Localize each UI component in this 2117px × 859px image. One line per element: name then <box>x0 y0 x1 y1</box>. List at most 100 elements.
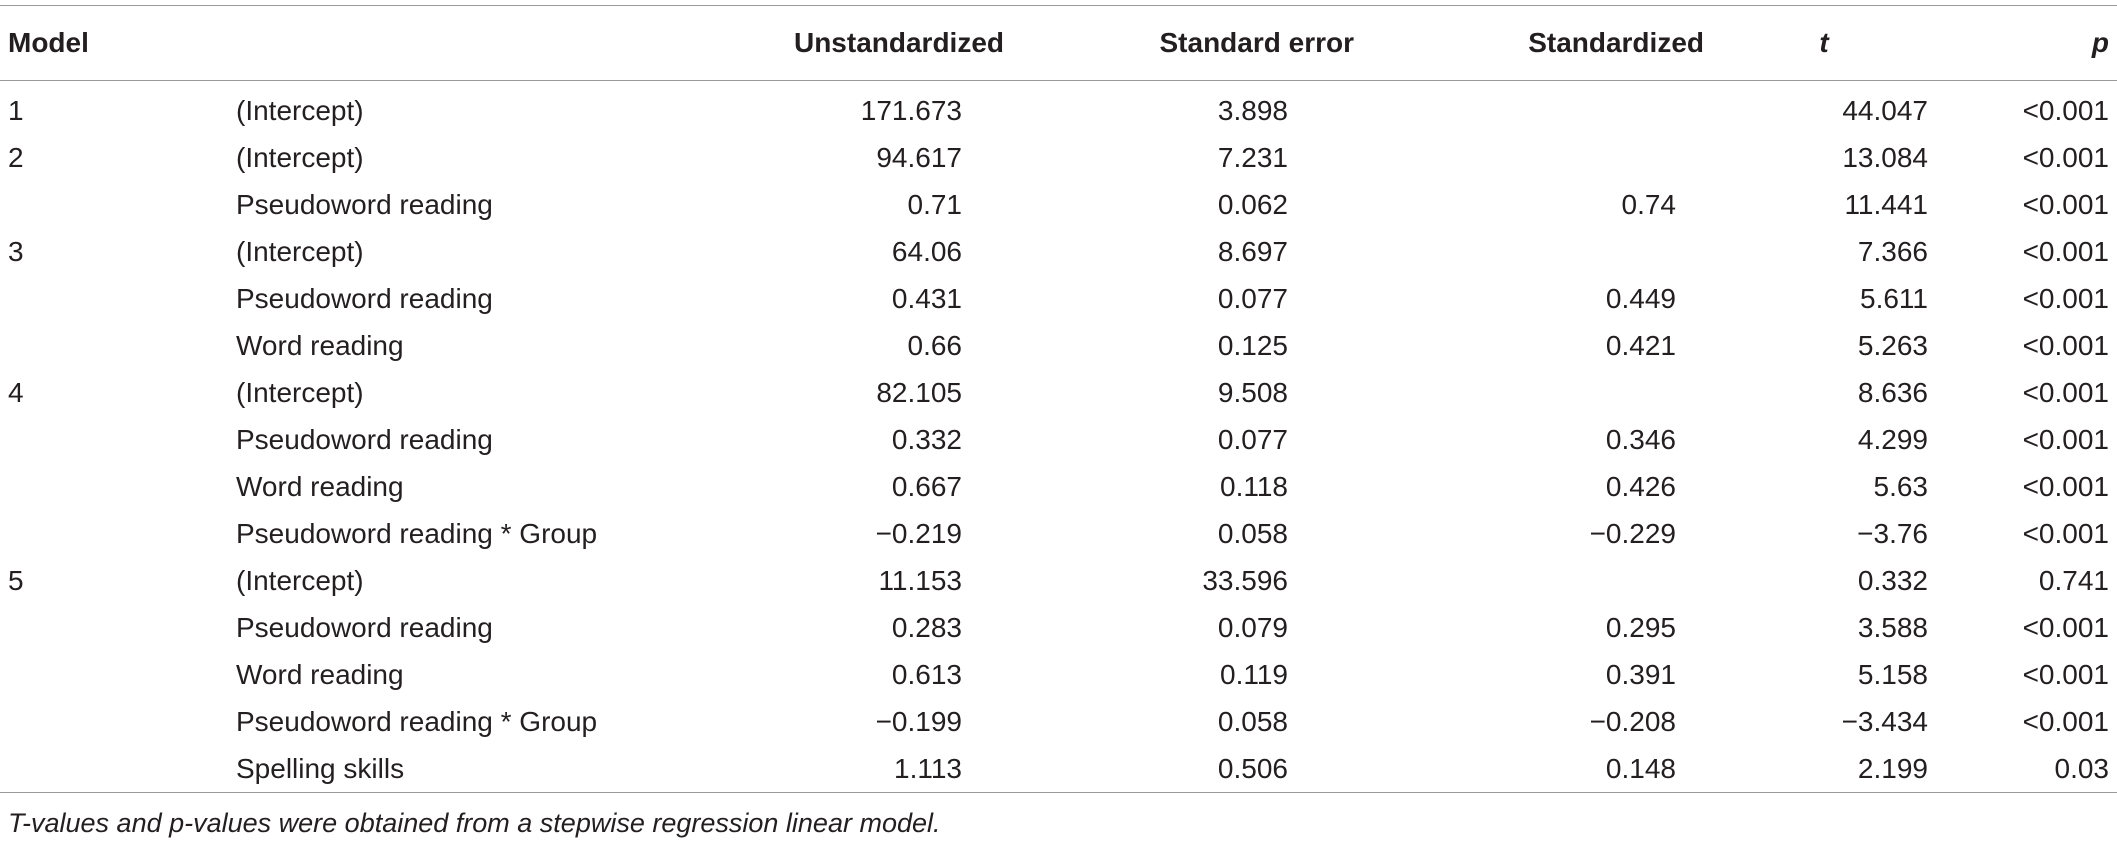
cell-unstandardized: 82.105 <box>876 376 962 408</box>
cell-model <box>0 322 224 369</box>
regression-table: Model Unstandardized Standard error Stan… <box>0 5 2117 793</box>
cell-t: −3.76 <box>1857 517 1928 549</box>
cell-t: 7.366 <box>1857 235 1928 267</box>
cell-model <box>0 275 224 322</box>
cell-p: <0.001 <box>2022 470 2109 502</box>
cell-p: <0.001 <box>2022 705 2109 737</box>
cell-p: <0.001 <box>2022 282 2109 314</box>
cell-standard-error: 0.125 <box>1217 329 1288 361</box>
cell-unstandardized: 0.283 <box>891 611 962 643</box>
header-unstandardized: Unstandardized <box>793 27 1004 58</box>
cell-p: 0.741 <box>2038 564 2109 596</box>
header-t: t <box>1819 27 1829 58</box>
cell-t: 2.199 <box>1857 752 1928 784</box>
cell-term: Pseudoword reading <box>236 282 493 314</box>
table-row: Pseudoword reading 0.332 0.077 0.346 4.299 <0… <box>0 416 2117 463</box>
cell-standardized: 0.74 <box>1621 188 1677 220</box>
cell-t: 8.636 <box>1857 376 1928 408</box>
cell-term: Pseudoword reading <box>236 611 493 643</box>
cell-standardized: 0.148 <box>1605 752 1676 784</box>
header-model: Model <box>8 27 89 58</box>
cell-standard-error: 33.596 <box>1202 564 1288 596</box>
cell-unstandardized: 0.332 <box>891 423 962 455</box>
table-header: Model Unstandardized Standard error Stan… <box>0 5 2117 81</box>
table-row: Word reading 0.667 0.118 0.426 5.63 <0.001 <box>0 463 2117 510</box>
table-footnote: T-values and p-values were obtained from… <box>8 808 941 838</box>
table-row: Pseudoword reading 0.71 0.062 0.74 11.441 <0.… <box>0 181 2117 228</box>
cell-term: (Intercept) <box>236 564 364 596</box>
cell-unstandardized: 64.06 <box>891 235 962 267</box>
table-row: 2 (Intercept) 94.617 7.231 13.084 <0.001 <box>0 134 2117 181</box>
cell-term: Word reading <box>236 658 404 690</box>
cell-standardized <box>1354 369 1704 416</box>
table-row: Word reading 0.613 0.119 0.391 5.158 <0.001 <box>0 651 2117 698</box>
header-term <box>224 6 734 81</box>
cell-term: Spelling skills <box>236 752 405 784</box>
cell-term: (Intercept) <box>236 141 364 173</box>
cell-standard-error: 8.697 <box>1217 235 1288 267</box>
cell-unstandardized: −0.199 <box>875 705 962 737</box>
cell-standard-error: 0.118 <box>1220 470 1288 502</box>
cell-model: 2 <box>8 141 24 173</box>
cell-term: (Intercept) <box>236 376 364 408</box>
cell-p: <0.001 <box>2022 188 2109 220</box>
cell-standardized <box>1354 557 1704 604</box>
cell-model: 4 <box>8 376 24 408</box>
cell-unstandardized: 0.667 <box>891 470 962 502</box>
header-p: p <box>2091 27 2109 58</box>
cell-model: 3 <box>8 235 24 267</box>
cell-t: 44.047 <box>1842 94 1928 126</box>
cell-model <box>0 698 224 745</box>
cell-standardized: 0.421 <box>1605 329 1676 361</box>
cell-t: 5.63 <box>1873 470 1929 502</box>
cell-standardized <box>1354 134 1704 181</box>
table-row: 1 (Intercept) 171.673 3.898 44.047 <0.001 <box>0 81 2117 135</box>
cell-model <box>0 745 224 793</box>
cell-model <box>0 604 224 651</box>
cell-standardized: 0.449 <box>1605 282 1676 314</box>
cell-unstandardized: −0.219 <box>875 517 962 549</box>
cell-model <box>0 651 224 698</box>
cell-term: Pseudoword reading * Group <box>236 705 598 737</box>
table-body: 1 (Intercept) 171.673 3.898 44.047 <0.001 2 (In… <box>0 81 2117 793</box>
cell-standard-error: 3.898 <box>1217 94 1288 126</box>
cell-unstandardized: 11.153 <box>878 564 962 596</box>
cell-p: <0.001 <box>2022 517 2109 549</box>
cell-standard-error: 0.506 <box>1217 752 1288 784</box>
table-row: Spelling skills 1.113 0.506 0.148 2.199 0.03 <box>0 745 2117 793</box>
table-row: Pseudoword reading * Group −0.199 0.058 −0.… <box>0 698 2117 745</box>
cell-unstandardized: 0.66 <box>907 329 963 361</box>
cell-p: <0.001 <box>2022 658 2109 690</box>
cell-p: <0.001 <box>2022 611 2109 643</box>
cell-model <box>0 463 224 510</box>
cell-standard-error: 0.058 <box>1217 517 1288 549</box>
cell-term: Pseudoword reading * Group <box>236 517 598 549</box>
cell-t: 11.441 <box>1844 188 1928 220</box>
cell-model: 5 <box>8 564 24 596</box>
table-row: 5 (Intercept) 11.153 33.596 0.332 0.741 <box>0 557 2117 604</box>
cell-t: 5.611 <box>1860 282 1928 314</box>
cell-standard-error: 0.119 <box>1220 658 1288 690</box>
header-standardized: Standardized <box>1528 27 1704 58</box>
cell-standardized: 0.391 <box>1605 658 1676 690</box>
cell-model <box>0 510 224 557</box>
cell-standard-error: 0.077 <box>1217 282 1288 314</box>
cell-t: 0.332 <box>1857 564 1928 596</box>
cell-term: Pseudoword reading <box>236 423 493 455</box>
cell-standardized: 0.426 <box>1605 470 1676 502</box>
cell-t: 13.084 <box>1842 141 1928 173</box>
header-row: Model Unstandardized Standard error Stan… <box>0 5 2117 81</box>
cell-p: <0.001 <box>2022 329 2109 361</box>
cell-t: 4.299 <box>1857 423 1928 455</box>
cell-p: <0.001 <box>2022 376 2109 408</box>
cell-term: (Intercept) <box>236 235 364 267</box>
cell-p: <0.001 <box>2022 141 2109 173</box>
table-row: Pseudoword reading 0.431 0.077 0.449 5.611 <0… <box>0 275 2117 322</box>
header-standard-error: Standard error <box>1159 27 1355 58</box>
cell-p: <0.001 <box>2022 423 2109 455</box>
cell-model <box>0 181 224 228</box>
cell-p: <0.001 <box>2022 94 2109 126</box>
cell-standardized <box>1354 228 1704 275</box>
cell-term: Word reading <box>236 470 404 502</box>
